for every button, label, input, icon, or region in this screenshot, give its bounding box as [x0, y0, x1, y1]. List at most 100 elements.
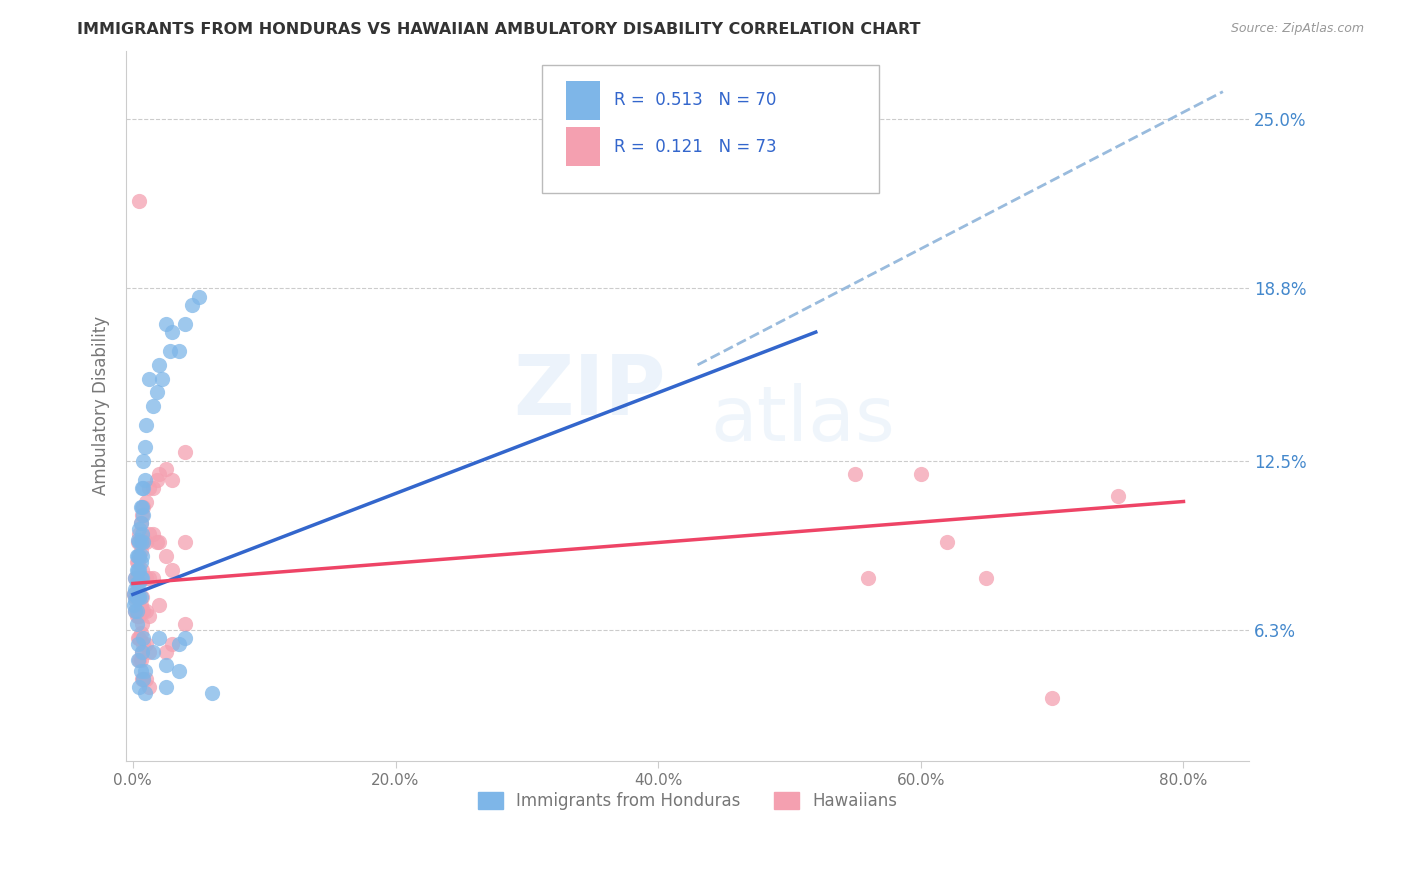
- Point: [1107, 489, 1129, 503]
- Point: [167, 344, 190, 359]
- Point: [145, 473, 167, 487]
- Point: [138, 571, 160, 585]
- Point: [148, 358, 170, 372]
- Point: [131, 500, 153, 514]
- Text: ZIP: ZIP: [513, 351, 665, 432]
- Point: [124, 571, 146, 585]
- Point: [128, 549, 150, 563]
- Point: [129, 653, 152, 667]
- Point: [129, 555, 152, 569]
- Point: [128, 609, 150, 624]
- Point: [155, 461, 177, 475]
- Point: [132, 571, 155, 585]
- Point: [134, 686, 156, 700]
- Point: [129, 625, 152, 640]
- Point: [129, 516, 152, 531]
- Point: [129, 535, 152, 549]
- Point: [976, 571, 998, 585]
- Text: IMMIGRANTS FROM HONDURAS VS HAWAIIAN AMBULATORY DISABILITY CORRELATION CHART: IMMIGRANTS FROM HONDURAS VS HAWAIIAN AMB…: [77, 22, 921, 37]
- Point: [174, 317, 197, 331]
- Text: R =  0.513   N = 70: R = 0.513 N = 70: [613, 91, 776, 110]
- Point: [125, 571, 148, 585]
- Point: [132, 637, 155, 651]
- Point: [127, 533, 149, 547]
- Point: [936, 535, 959, 549]
- Point: [162, 637, 184, 651]
- Point: [127, 653, 149, 667]
- Point: [128, 681, 150, 695]
- Point: [134, 440, 156, 454]
- Point: [128, 527, 150, 541]
- FancyBboxPatch shape: [567, 127, 600, 166]
- Point: [127, 609, 149, 624]
- Point: [174, 535, 197, 549]
- Point: [174, 445, 197, 459]
- Text: atlas: atlas: [710, 383, 896, 457]
- Point: [145, 385, 167, 400]
- Point: [131, 508, 153, 523]
- Text: Source: ZipAtlas.com: Source: ZipAtlas.com: [1230, 22, 1364, 36]
- Point: [150, 371, 173, 385]
- Point: [128, 653, 150, 667]
- Point: [127, 590, 149, 604]
- Point: [125, 555, 148, 569]
- Point: [138, 609, 160, 624]
- Point: [124, 604, 146, 618]
- Point: [131, 549, 153, 563]
- Point: [148, 631, 170, 645]
- Point: [128, 522, 150, 536]
- Point: [131, 645, 153, 659]
- Point: [167, 664, 190, 678]
- Point: [127, 631, 149, 645]
- Point: [129, 500, 152, 514]
- FancyBboxPatch shape: [567, 81, 600, 120]
- Point: [127, 549, 149, 563]
- Point: [122, 587, 145, 601]
- Point: [135, 417, 157, 432]
- Point: [135, 604, 157, 618]
- Point: [1040, 691, 1063, 706]
- Point: [155, 658, 177, 673]
- Point: [132, 453, 155, 467]
- Point: [132, 672, 155, 686]
- Point: [125, 617, 148, 632]
- Point: [132, 535, 155, 549]
- Point: [159, 344, 181, 359]
- Point: [187, 289, 209, 303]
- Point: [131, 571, 153, 585]
- Point: [135, 672, 157, 686]
- Point: [129, 516, 152, 531]
- Point: [181, 298, 204, 312]
- Point: [142, 481, 165, 495]
- Point: [132, 631, 155, 645]
- Point: [135, 535, 157, 549]
- Point: [127, 590, 149, 604]
- Point: [134, 473, 156, 487]
- Point: [135, 571, 157, 585]
- Point: [201, 686, 224, 700]
- Point: [128, 590, 150, 604]
- Point: [132, 535, 155, 549]
- Point: [128, 576, 150, 591]
- Point: [131, 563, 153, 577]
- Point: [844, 467, 866, 482]
- Point: [125, 590, 148, 604]
- Point: [128, 563, 150, 577]
- Point: [162, 473, 184, 487]
- Point: [129, 571, 152, 585]
- Point: [128, 571, 150, 585]
- Point: [131, 672, 153, 686]
- Point: [128, 549, 150, 563]
- Point: [124, 571, 146, 585]
- Point: [131, 590, 153, 604]
- Point: [128, 535, 150, 549]
- Point: [125, 576, 148, 591]
- Point: [145, 535, 167, 549]
- Point: [125, 563, 148, 577]
- Point: [134, 664, 156, 678]
- Point: [135, 637, 157, 651]
- Point: [162, 563, 184, 577]
- Point: [129, 599, 152, 613]
- Point: [132, 500, 155, 514]
- Point: [138, 481, 160, 495]
